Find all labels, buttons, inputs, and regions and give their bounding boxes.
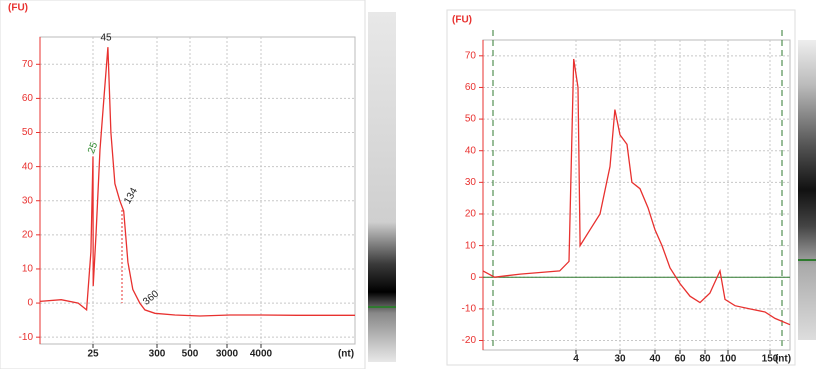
y-tick-label: 30: [465, 177, 477, 188]
y-axis-label: (FU): [8, 3, 28, 14]
gel-lane: [798, 40, 816, 340]
x-axis-label: (nt): [338, 349, 354, 360]
x-tick-label: 3000: [216, 349, 239, 360]
x-tick-label: 4000: [250, 349, 273, 360]
x-axis-label: (nt): [775, 354, 791, 365]
screenshot: -100102030405060702530050030004000(FU)(n…: [0, 0, 816, 369]
y-tick-label: 50: [465, 114, 477, 125]
y-tick-label: -10: [462, 304, 477, 315]
y-tick-label: 10: [22, 264, 34, 275]
y-tick-label: 40: [465, 145, 477, 156]
peak-label: 45: [100, 33, 112, 44]
y-tick-label: 30: [22, 195, 34, 206]
x-tick-label: 100: [720, 354, 737, 365]
y-tick-label: 40: [22, 161, 34, 172]
x-tick-label: 60: [674, 354, 686, 365]
y-tick-label: 70: [465, 50, 477, 61]
x-tick-label: 40: [649, 354, 661, 365]
x-tick-label: 500: [182, 349, 199, 360]
y-tick-label: 60: [22, 93, 34, 104]
plot-area: [483, 40, 790, 350]
y-tick-label: 0: [470, 272, 476, 283]
y-tick-label: 50: [22, 127, 34, 138]
x-tick-label: 4: [573, 354, 579, 365]
y-tick-label: 20: [22, 229, 34, 240]
x-tick-label: 30: [614, 354, 626, 365]
x-tick-label: 25: [87, 349, 99, 360]
x-tick-label: 80: [699, 354, 711, 365]
y-tick-label: 60: [465, 82, 477, 93]
gel-lane: [368, 12, 396, 362]
y-tick-label: 0: [27, 298, 33, 309]
y-tick-label: 70: [22, 59, 34, 70]
y-tick-label: 10: [465, 240, 477, 251]
y-tick-label: 20: [465, 209, 477, 220]
y-tick-label: -20: [462, 335, 477, 346]
y-tick-label: -10: [19, 332, 34, 343]
y-axis-label: (FU): [452, 15, 472, 26]
x-tick-label: 300: [149, 349, 166, 360]
